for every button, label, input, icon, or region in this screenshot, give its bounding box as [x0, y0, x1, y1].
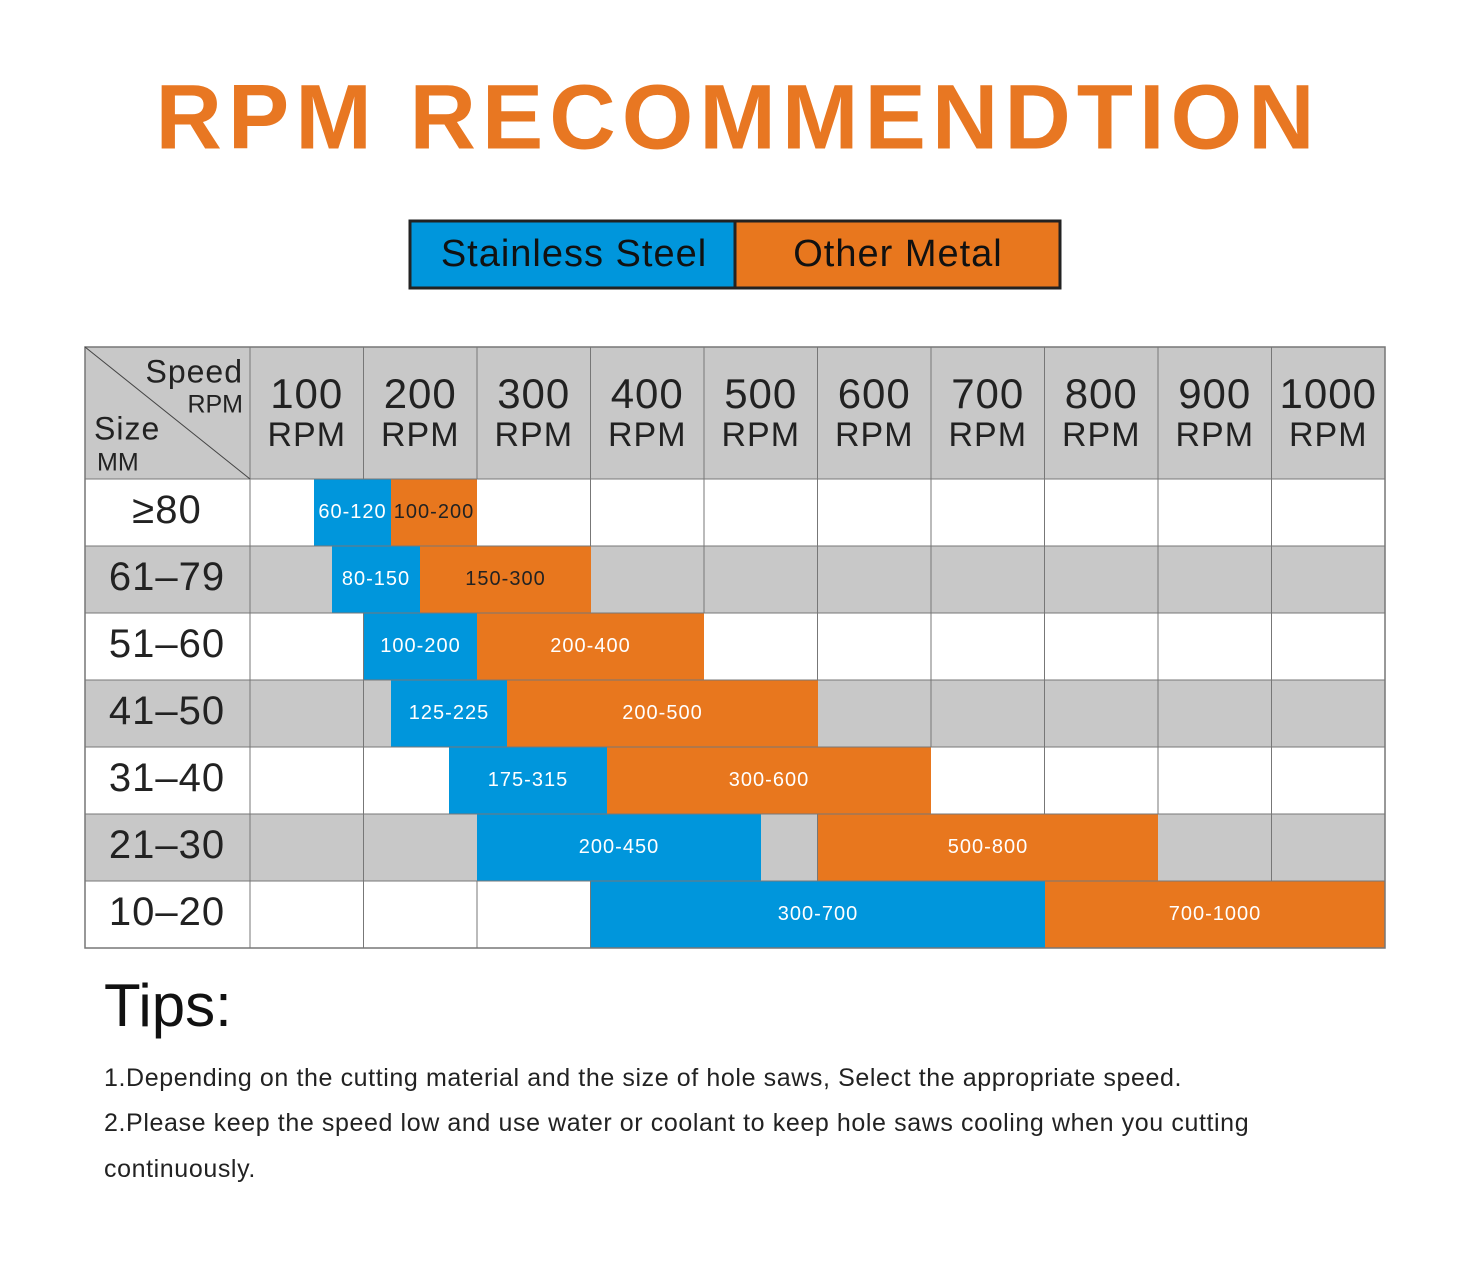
corner-label: RPM [187, 391, 243, 419]
stainless-label: 300-700 [778, 903, 858, 925]
stainless-bar [332, 546, 420, 613]
other-label: 200-500 [622, 702, 702, 724]
column-unit: RPM [494, 416, 573, 454]
column-value: 900 [1178, 370, 1251, 417]
stainless-label: 175-315 [488, 769, 568, 791]
other-label: 100-200 [394, 501, 474, 523]
other-bar [507, 680, 818, 747]
column-value: 400 [611, 370, 684, 417]
column-value: 1000 [1280, 370, 1377, 417]
other-label: 150-300 [465, 568, 545, 590]
size-label: 41–50 [109, 689, 225, 733]
other-label: 300-600 [729, 769, 809, 791]
corner-label: Size [94, 410, 160, 446]
stainless-label: 100-200 [380, 635, 460, 657]
stainless-label: 60-120 [318, 501, 386, 523]
column-unit: RPM [1175, 416, 1254, 454]
stainless-label: 80-150 [342, 568, 410, 590]
legend-swatch [408, 219, 737, 290]
row-bg [85, 613, 1385, 680]
column-unit: RPM [835, 416, 914, 454]
tip: 1.Depending on the cutting material and … [104, 1064, 1183, 1092]
stainless-bar [449, 747, 607, 814]
size-label: 51–60 [109, 622, 225, 666]
other-bar [607, 747, 931, 814]
other-label: 200-400 [550, 635, 630, 657]
size-label: 61–79 [109, 555, 225, 599]
stainless-bar [477, 814, 761, 881]
legend-label: Stainless Steel [441, 233, 707, 275]
column-unit: RPM [948, 416, 1027, 454]
stainless-bar [391, 680, 507, 747]
size-label: ≥80 [132, 488, 201, 532]
stainless-bar [591, 881, 1045, 948]
column-value: 800 [1065, 370, 1138, 417]
column-unit: RPM [721, 416, 800, 454]
column-unit: RPM [381, 416, 460, 454]
row-bg [85, 479, 1385, 546]
stainless-bar [314, 479, 391, 546]
size-label: 10–20 [109, 890, 225, 934]
column-value: 500 [724, 370, 797, 417]
size-label: 21–30 [109, 823, 225, 867]
other-label: 500-800 [948, 836, 1028, 858]
column-value: 300 [497, 370, 570, 417]
other-bar [420, 546, 591, 613]
column-value: 200 [384, 370, 457, 417]
other-bar [818, 814, 1158, 881]
tip: 2.Please keep the speed low and use wate… [104, 1109, 1250, 1183]
stainless-label: 125-225 [409, 702, 489, 724]
stainless-bar [364, 613, 477, 680]
column-unit: RPM [1062, 416, 1141, 454]
column-value: 100 [270, 370, 343, 417]
stainless-label: 200-450 [579, 836, 659, 858]
table-border [84, 346, 1386, 949]
column-value: 700 [951, 370, 1024, 417]
size-label: 31–40 [109, 756, 225, 800]
column-unit: RPM [267, 416, 346, 454]
corner-diagonal [84, 346, 251, 480]
legend-swatch [733, 219, 1062, 290]
column-value: 600 [838, 370, 911, 417]
other-bar [391, 479, 477, 546]
header-bg [85, 347, 1385, 479]
column-unit: RPM [608, 416, 687, 454]
column-unit: RPM [1289, 416, 1368, 454]
other-label: 700-1000 [1169, 903, 1262, 925]
corner-label: Speed [145, 353, 243, 389]
tips-heading: Tips: [104, 972, 232, 1039]
legend-label: Other Metal [793, 233, 1003, 275]
title: RPM RECOMMENDTION [155, 66, 1320, 168]
row-bg [85, 546, 1385, 613]
corner-label: MM [97, 449, 139, 477]
other-bar [477, 613, 704, 680]
other-bar [1045, 881, 1385, 948]
